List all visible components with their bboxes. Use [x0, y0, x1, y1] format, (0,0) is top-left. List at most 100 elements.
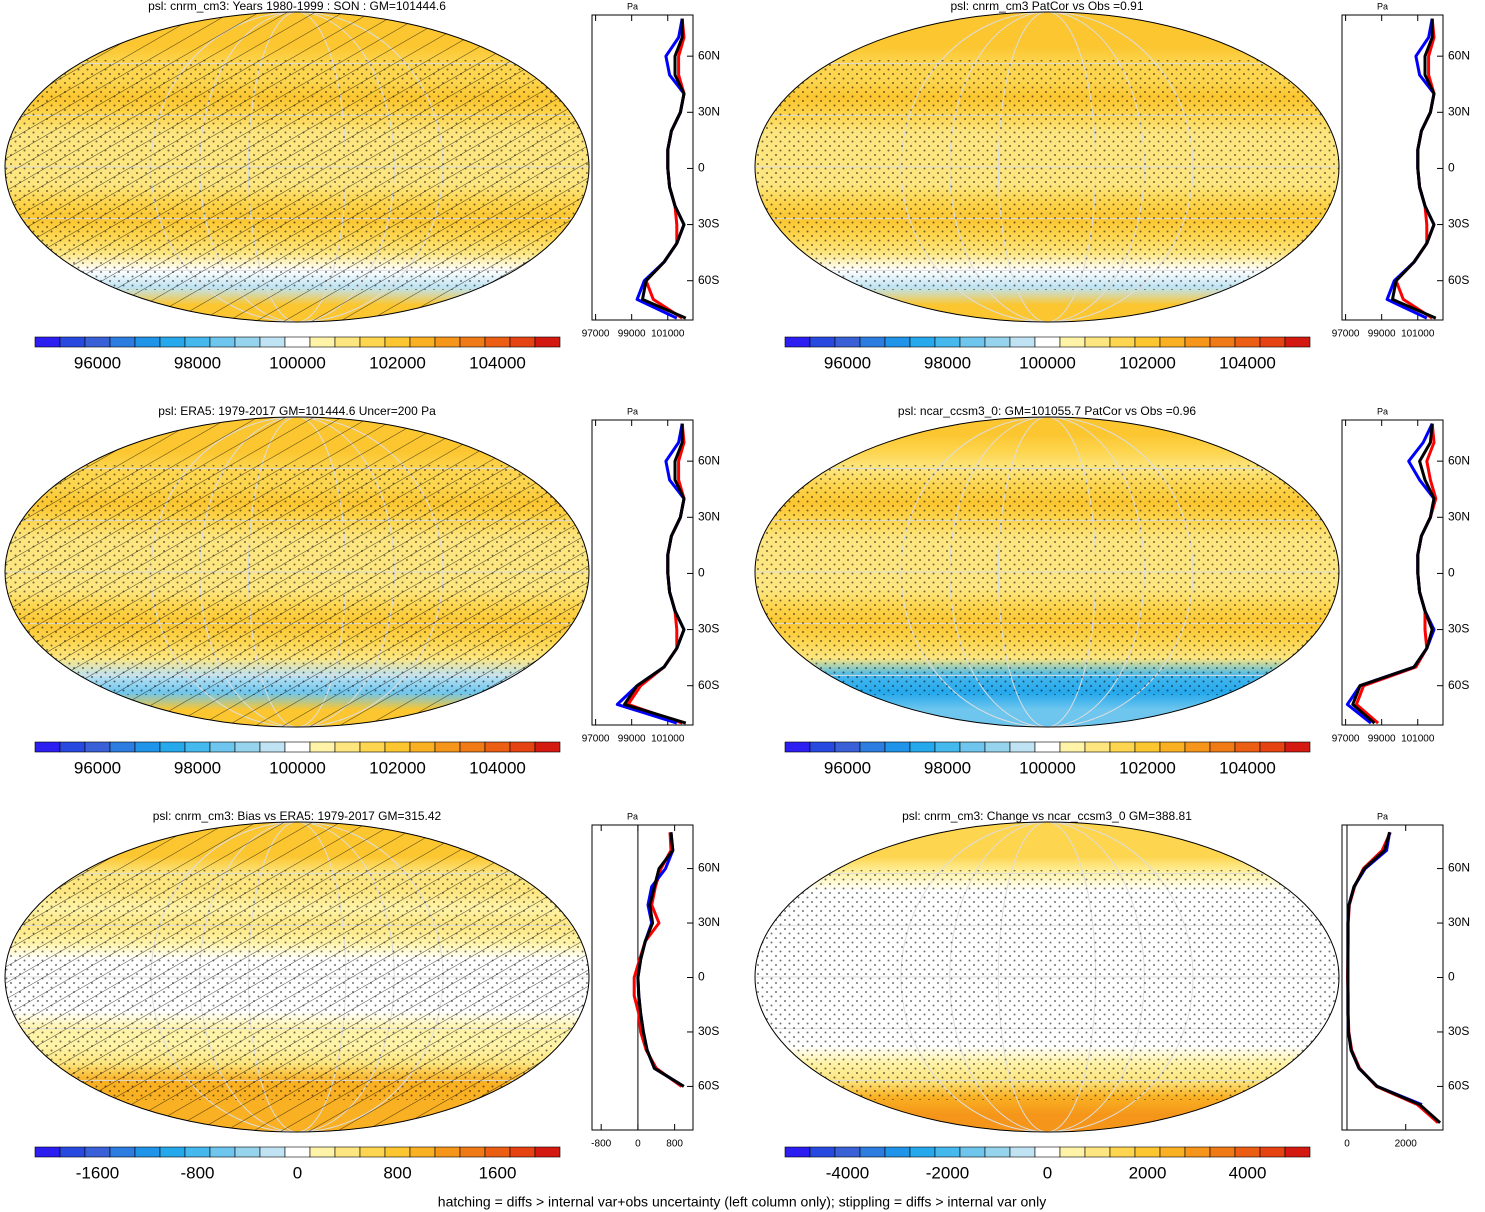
colorbar-box — [1259, 741, 1286, 753]
zonal-line — [1346, 831, 1442, 1124]
y-tick-label: 60N — [1448, 861, 1470, 875]
zonal-frame — [591, 419, 694, 726]
colorbar-box — [534, 336, 561, 348]
x-tick-label: 101000 — [651, 329, 685, 340]
colorbar-box — [159, 741, 186, 753]
colorbar-box — [359, 1146, 386, 1158]
x-tick-label: 2000 — [1395, 1139, 1418, 1150]
colorbar-box — [1209, 336, 1236, 348]
colorbar-box — [1009, 1146, 1036, 1158]
colorbar-box — [84, 336, 111, 348]
colorbar-box — [134, 741, 161, 753]
panel-title: psl: ERA5: 1979-2017 GM=101444.6 Uncer=2… — [158, 404, 436, 418]
colorbar-label: 104000 — [1219, 353, 1276, 372]
y-tick-label: 60S — [1448, 273, 1469, 287]
colorbar-box — [784, 1146, 811, 1158]
colorbar-box — [134, 336, 161, 348]
colorbar-box — [109, 741, 136, 753]
colorbar-label: 102000 — [1119, 758, 1176, 777]
colorbar-box — [1134, 741, 1161, 753]
colorbar-label: 98000 — [924, 353, 971, 372]
colorbar-box — [459, 1146, 486, 1158]
colorbar-box — [884, 741, 911, 753]
x-tick-label: 101000 — [1401, 734, 1435, 745]
colorbar-label: 98000 — [174, 353, 221, 372]
colorbar-box — [1134, 336, 1161, 348]
colorbar-box — [984, 1146, 1011, 1158]
map-border — [4, 416, 590, 728]
colorbar-label: 104000 — [469, 353, 526, 372]
colorbar-box — [1009, 741, 1036, 753]
map-border — [4, 11, 590, 323]
zonal-frame — [1341, 824, 1444, 1131]
colorbar-box — [934, 336, 961, 348]
y-tick-label: 60N — [698, 48, 720, 62]
colorbar-box — [159, 336, 186, 348]
zonal-line — [1354, 423, 1438, 725]
colorbar-box — [1234, 1146, 1261, 1158]
colorbar-box — [1159, 741, 1186, 753]
y-tick-label: 60N — [698, 453, 720, 467]
colorbar-box — [509, 336, 536, 348]
colorbar-box — [409, 741, 436, 753]
colorbar-box — [284, 1146, 311, 1158]
zonal-line — [635, 18, 686, 320]
colorbar-box — [434, 1146, 461, 1158]
colorbar-box — [934, 1146, 961, 1158]
stippling — [755, 465, 1339, 695]
y-tick-label: 30S — [1448, 1024, 1469, 1038]
zonal-line — [1385, 18, 1436, 320]
zonal-frame — [1341, 419, 1444, 726]
colorbar-box — [34, 1146, 61, 1158]
map-overlay — [5, 12, 589, 322]
colorbar-box — [1234, 741, 1261, 753]
colorbar-box — [1159, 1146, 1186, 1158]
colorbar-box — [484, 336, 511, 348]
colorbar-box — [1184, 741, 1211, 753]
colorbar-box — [1184, 1146, 1211, 1158]
zonal-xlabel: Pa — [627, 1, 638, 11]
y-tick-label: 60S — [1448, 678, 1469, 692]
colorbar-box — [1084, 1146, 1111, 1158]
colorbar-box — [534, 741, 561, 753]
colorbar-label: 98000 — [174, 758, 221, 777]
y-tick-label: 30N — [1448, 104, 1470, 118]
hatching — [5, 822, 589, 1132]
colorbar-box — [1184, 336, 1211, 348]
colorbar-label: 102000 — [1119, 353, 1176, 372]
colorbar-box — [1034, 741, 1061, 753]
colorbar-label: 100000 — [269, 758, 326, 777]
x-tick-label: 101000 — [651, 734, 685, 745]
zonal-xlabel: Pa — [627, 406, 638, 416]
colorbar-box — [384, 1146, 411, 1158]
colorbar-box — [1259, 1146, 1286, 1158]
colorbar-label: 100000 — [1019, 758, 1076, 777]
colorbar-box — [309, 336, 336, 348]
y-tick-label: 60S — [698, 678, 719, 692]
colorbar-box — [1209, 741, 1236, 753]
colorbar-box — [1284, 1146, 1311, 1158]
colorbar-box — [84, 1146, 111, 1158]
colorbar-box — [184, 1146, 211, 1158]
x-tick-label: 99000 — [1368, 734, 1396, 745]
colorbar-label: -1600 — [76, 1163, 119, 1182]
y-tick-label: 60N — [698, 861, 720, 875]
colorbar-box — [109, 1146, 136, 1158]
colorbar-box — [509, 1146, 536, 1158]
y-tick-label: 60N — [1448, 48, 1470, 62]
zonal-xlabel: Pa — [1377, 406, 1388, 416]
map-overlay — [755, 417, 1339, 727]
colorbar-box — [1084, 336, 1111, 348]
colorbar-label: 96000 — [824, 758, 871, 777]
map-overlay — [755, 822, 1339, 1132]
colorbar-box — [809, 741, 836, 753]
colorbar-box — [209, 741, 236, 753]
colorbar-box — [359, 741, 386, 753]
colorbar-box — [959, 1146, 986, 1158]
colorbar-box — [59, 1146, 86, 1158]
colorbar-label: 100000 — [269, 353, 326, 372]
colorbar-box — [509, 741, 536, 753]
colorbar-box — [1109, 741, 1136, 753]
